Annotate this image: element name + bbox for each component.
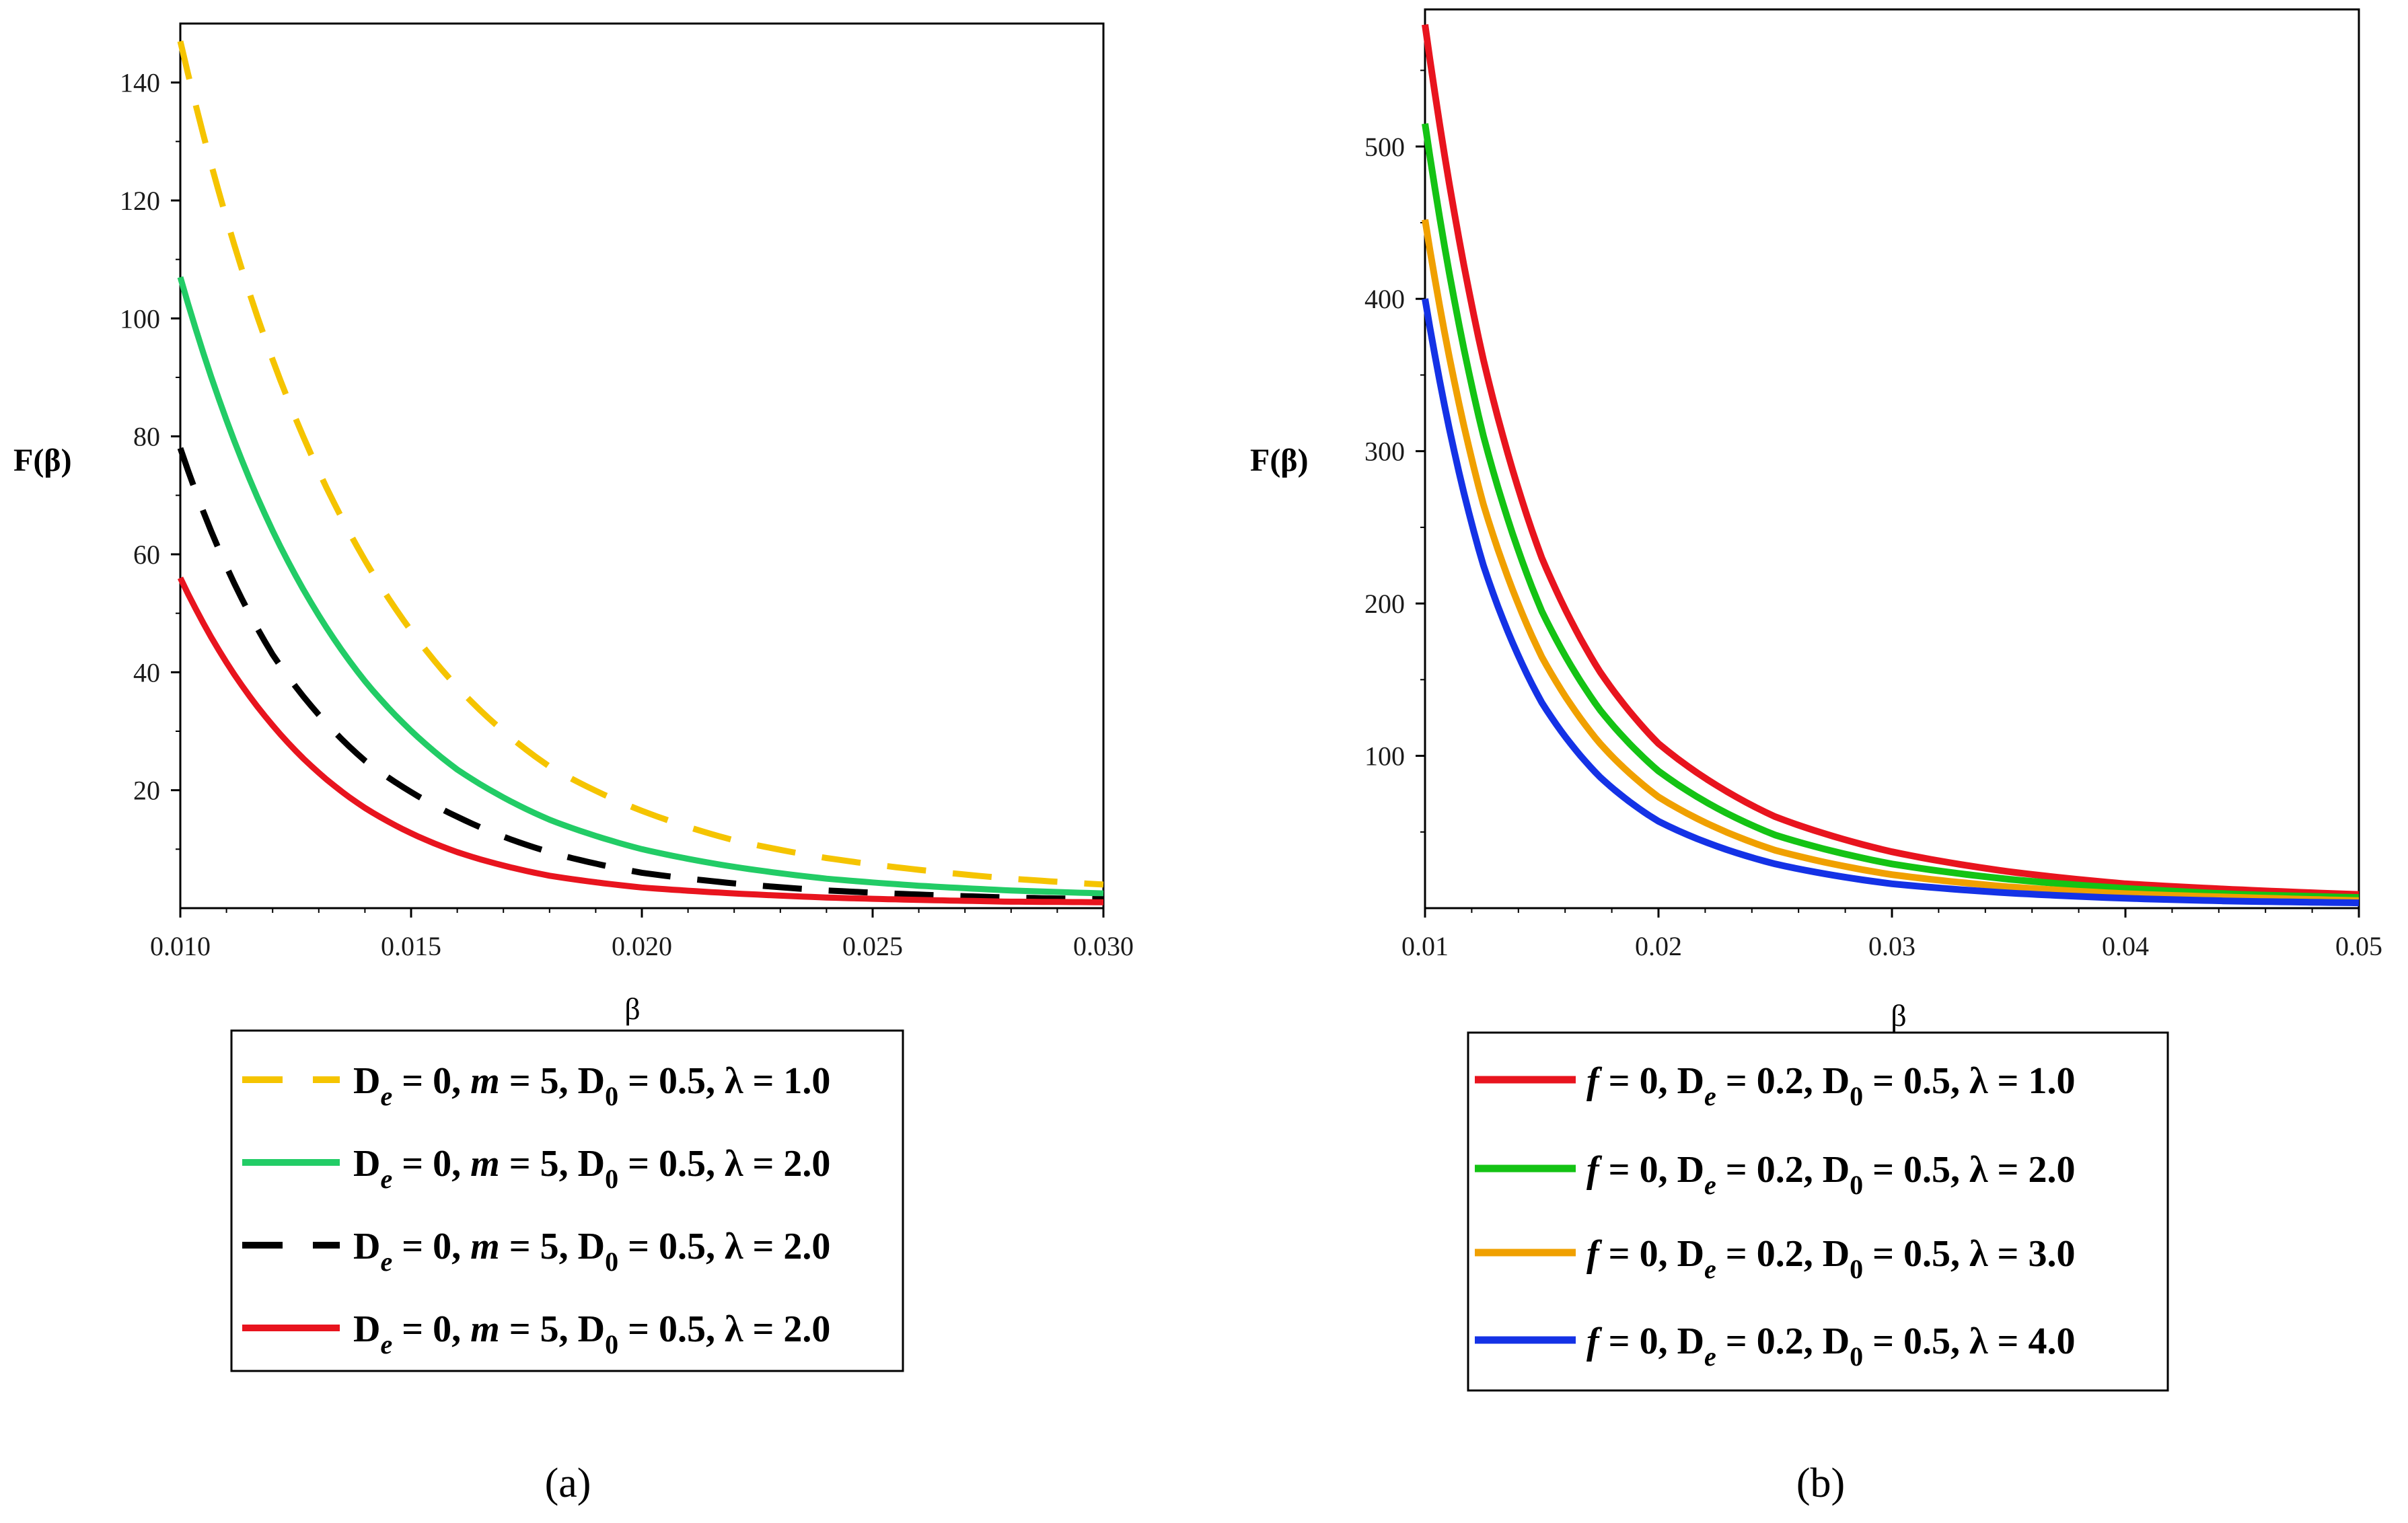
y-tick-label-a-4: 100 bbox=[120, 303, 160, 334]
y-tick-label-b-3: 400 bbox=[1364, 284, 1405, 314]
axis-ticks-b: 0.01 0.02 0.03 0.04 0.05 100 200 300 400 500 bbox=[1364, 69, 2382, 961]
y-tick-label-a-3: 80 bbox=[133, 422, 160, 452]
series-group-a bbox=[177, 40, 1104, 905]
y-tick-label-a-5: 120 bbox=[120, 186, 160, 216]
panel-a: 0.010 0.015 0.020 0.025 0.030 20 40 60 80 100 120 1… bbox=[13, 22, 1134, 1506]
plot-area-b bbox=[1424, 8, 2360, 909]
x-tick-label-b-4: 0.05 bbox=[2335, 931, 2382, 961]
x-axis-label-b: β bbox=[1891, 998, 1906, 1033]
legend-entry-b-4: f = 0, De = 0.2, D0 = 0.5, λ = 4.0 bbox=[1586, 1321, 2075, 1372]
legend-entry-a-3: De = 0, m = 5, D0 = 0.5, λ = 2.0 bbox=[353, 1226, 830, 1277]
x-tick-label-a-4: 0.030 bbox=[1073, 931, 1134, 961]
legend-entry-b-3: f = 0, De = 0.2, D0 = 0.5, λ = 3.0 bbox=[1586, 1233, 2075, 1284]
x-tick-label-a-0: 0.010 bbox=[150, 931, 211, 961]
y-tick-label-b-1: 200 bbox=[1364, 589, 1405, 619]
y-tick-label-a-1: 40 bbox=[133, 657, 160, 688]
series-line-b-4 bbox=[1422, 298, 2360, 907]
x-tick-label-b-2: 0.03 bbox=[1868, 931, 1916, 961]
series-line-a-3 bbox=[177, 447, 1104, 903]
legend-box-b bbox=[1467, 1031, 2169, 1392]
y-axis-label-b: F(β) bbox=[1250, 443, 1309, 478]
x-tick-label-a-1: 0.015 bbox=[381, 931, 441, 961]
panel-label-a: (a) bbox=[545, 1460, 591, 1506]
legend-box-a bbox=[230, 1029, 904, 1372]
axis-ticks-a: 0.010 0.015 0.020 0.025 0.030 20 40 60 80 100 120 1… bbox=[120, 68, 1134, 961]
series-line-a-4 bbox=[177, 577, 1103, 905]
y-tick-label-a-2: 60 bbox=[133, 540, 160, 570]
series-group-b bbox=[1422, 24, 2360, 907]
legend-entry-a-1: De = 0, m = 5, D0 = 0.5, λ = 1.0 bbox=[353, 1060, 830, 1111]
y-tick-label-a-0: 20 bbox=[133, 776, 160, 806]
legend-a: De = 0, m = 5, D0 = 0.5, λ = 1.0 De = 0,… bbox=[242, 1060, 830, 1360]
panel-b: 0.01 0.02 0.03 0.04 0.05 100 200 300 400 500 F(β)… bbox=[1250, 8, 2382, 1506]
y-tick-label-a-6: 140 bbox=[120, 68, 160, 98]
legend-entry-a-4: De = 0, m = 5, D0 = 0.5, λ = 2.0 bbox=[353, 1308, 830, 1360]
panel-label-b: (b) bbox=[1796, 1460, 1845, 1506]
y-tick-label-b-4: 500 bbox=[1364, 132, 1405, 162]
x-tick-label-b-0: 0.01 bbox=[1401, 931, 1449, 961]
y-tick-label-b-2: 300 bbox=[1364, 437, 1405, 467]
x-tick-label-b-1: 0.02 bbox=[1635, 931, 1682, 961]
x-tick-label-b-3: 0.04 bbox=[2102, 931, 2149, 961]
series-line-a-1 bbox=[177, 40, 1104, 888]
y-axis-label-a: F(β) bbox=[13, 443, 72, 478]
x-tick-label-a-2: 0.020 bbox=[612, 931, 672, 961]
legend-b: f = 0, De = 0.2, D0 = 0.5, λ = 1.0 f = 0… bbox=[1475, 1060, 2075, 1372]
series-line-b-3 bbox=[1422, 219, 2360, 904]
x-tick-label-a-3: 0.025 bbox=[842, 931, 903, 961]
legend-entry-b-2: f = 0, De = 0.2, D0 = 0.5, λ = 2.0 bbox=[1586, 1149, 2075, 1200]
legend-entry-b-1: f = 0, De = 0.2, D0 = 0.5, λ = 1.0 bbox=[1586, 1060, 2075, 1111]
legend-entry-a-2: De = 0, m = 5, D0 = 0.5, λ = 2.0 bbox=[353, 1143, 830, 1194]
y-tick-label-b-0: 100 bbox=[1364, 741, 1405, 772]
series-line-b-1 bbox=[1422, 24, 2360, 898]
x-axis-label-a: β bbox=[624, 992, 640, 1026]
series-line-b-2 bbox=[1422, 123, 2360, 901]
series-line-a-2 bbox=[177, 276, 1104, 897]
